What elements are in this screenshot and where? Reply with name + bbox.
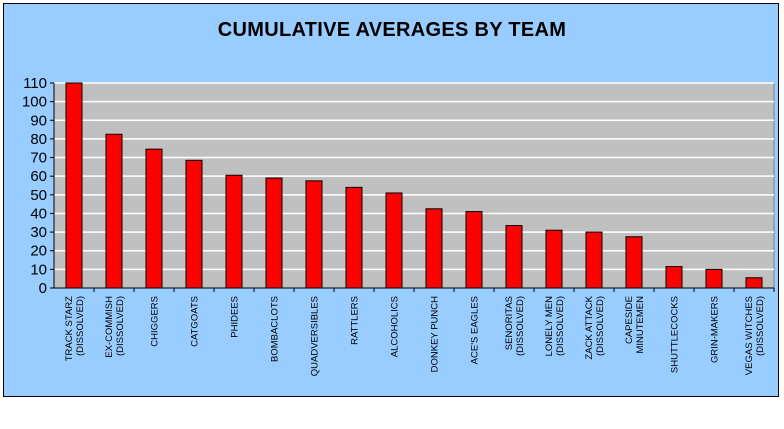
- x-tick-label-line: (DISSOLVED): [115, 296, 126, 356]
- bar: [625, 236, 643, 289]
- y-tick-label: 0: [39, 280, 47, 297]
- bar: [305, 180, 323, 289]
- bar: [425, 208, 443, 289]
- x-tick-label-line: SHUTTLECOCKS: [670, 296, 681, 373]
- x-tick-label-line: ALCOHOLICS: [390, 296, 401, 357]
- bar: [225, 174, 243, 289]
- y-tick-label: 20: [30, 243, 47, 260]
- x-tick-label-line: (DISSOLVED): [555, 296, 566, 356]
- y-tick-label: 110: [23, 75, 47, 92]
- y-tick-label: 60: [30, 168, 47, 185]
- x-tick-label-line: LONELY MEN: [544, 296, 555, 357]
- bar: [345, 186, 363, 289]
- x-tick-label-line: (DISSOLVED): [755, 296, 766, 356]
- y-tick-label: 10: [30, 261, 47, 278]
- x-tick-label-line: RATTLERS: [350, 296, 361, 345]
- bar: [585, 231, 603, 289]
- x-tick-label-line: GRIN-MAKERS: [710, 296, 721, 363]
- x-tick-label: ALCOHOLICS: [390, 296, 401, 357]
- x-tick-label-line: VEGAS WITCHES: [744, 296, 755, 375]
- bar: [745, 277, 763, 289]
- x-tick-label: CHIGGERS: [150, 296, 161, 347]
- bar: [385, 192, 403, 289]
- x-tick-label: ZACK ATTACK (DISSOLVED): [584, 295, 606, 359]
- x-tick-label: SENORITAS (DISSOLVED): [504, 296, 526, 356]
- x-tick-label-line: ZACK ATTACK: [584, 295, 595, 359]
- plot-area: [53, 82, 775, 289]
- chart-title: CUMULATIVE AVERAGES BY TEAM: [217, 19, 567, 41]
- x-tick-label: TRACK STARZ (DISSOLVED): [64, 296, 86, 361]
- y-tick-label: 40: [30, 205, 47, 222]
- x-tick-label-line: CATGOATS: [190, 296, 201, 347]
- y-tick-label: 70: [30, 150, 47, 167]
- x-tick-label-line: EX-COMMISH: [104, 296, 115, 358]
- y-tick-label: 50: [30, 187, 47, 204]
- x-tick-label: CAPESIDE MINUTEMEN: [624, 296, 646, 354]
- x-tick-label-line: (DISSOLVED): [515, 296, 526, 356]
- bar: [105, 133, 123, 289]
- x-tick-label: ACE'S EAGLES: [470, 296, 481, 364]
- x-tick-label-line: DONKEY PUNCH: [430, 296, 441, 373]
- x-tick-label: DONKEY PUNCH: [430, 296, 441, 373]
- x-tick-label-line: QUADVERSIBLES: [310, 296, 321, 376]
- x-tick-label-line: SENORITAS: [504, 296, 515, 350]
- bar: [545, 229, 563, 289]
- bar: [185, 159, 203, 289]
- x-tick-label-line: ACE'S EAGLES: [470, 296, 481, 364]
- bar: [265, 177, 283, 289]
- x-tick-label-line: MINUTEMEN: [635, 296, 646, 354]
- y-tick-label: 90: [30, 112, 47, 129]
- x-tick-label-line: CHIGGERS: [150, 296, 161, 347]
- x-tick-label: SHUTTLECOCKS: [670, 296, 681, 373]
- bar: [665, 266, 683, 289]
- x-tick-label-line: BOMBACLOTS: [270, 296, 281, 362]
- bar: [505, 225, 523, 289]
- x-tick-label: CATGOATS: [190, 296, 201, 347]
- bar: [705, 268, 723, 289]
- x-tick-label-line: (DISSOLVED): [75, 296, 86, 356]
- y-tick-label: 100: [22, 94, 47, 111]
- x-tick-label-line: CAPESIDE: [624, 296, 635, 344]
- x-tick-label: RATTLERS: [350, 296, 361, 345]
- y-tick-label: 80: [30, 131, 47, 148]
- x-tick-label-line: TRACK STARZ: [64, 296, 75, 361]
- x-tick-label: QUADVERSIBLES: [310, 296, 321, 376]
- x-tick-label-line: (DISSOLVED): [595, 296, 606, 356]
- x-tick-label-line: PHIDEES: [230, 296, 241, 338]
- y-tick-label: 30: [30, 224, 47, 241]
- x-tick-label: PHIDEES: [230, 296, 241, 338]
- x-tick-label: EX-COMMISH (DISSOLVED): [104, 296, 126, 358]
- bar: [145, 148, 163, 289]
- x-tick-label: LONELY MEN (DISSOLVED): [544, 296, 566, 357]
- x-tick-label: VEGAS WITCHES (DISSOLVED): [744, 296, 766, 375]
- x-tick-label: BOMBACLOTS: [270, 296, 281, 362]
- x-tick-label: GRIN-MAKERS: [710, 296, 721, 363]
- bar: [465, 211, 483, 289]
- bar: [65, 82, 83, 289]
